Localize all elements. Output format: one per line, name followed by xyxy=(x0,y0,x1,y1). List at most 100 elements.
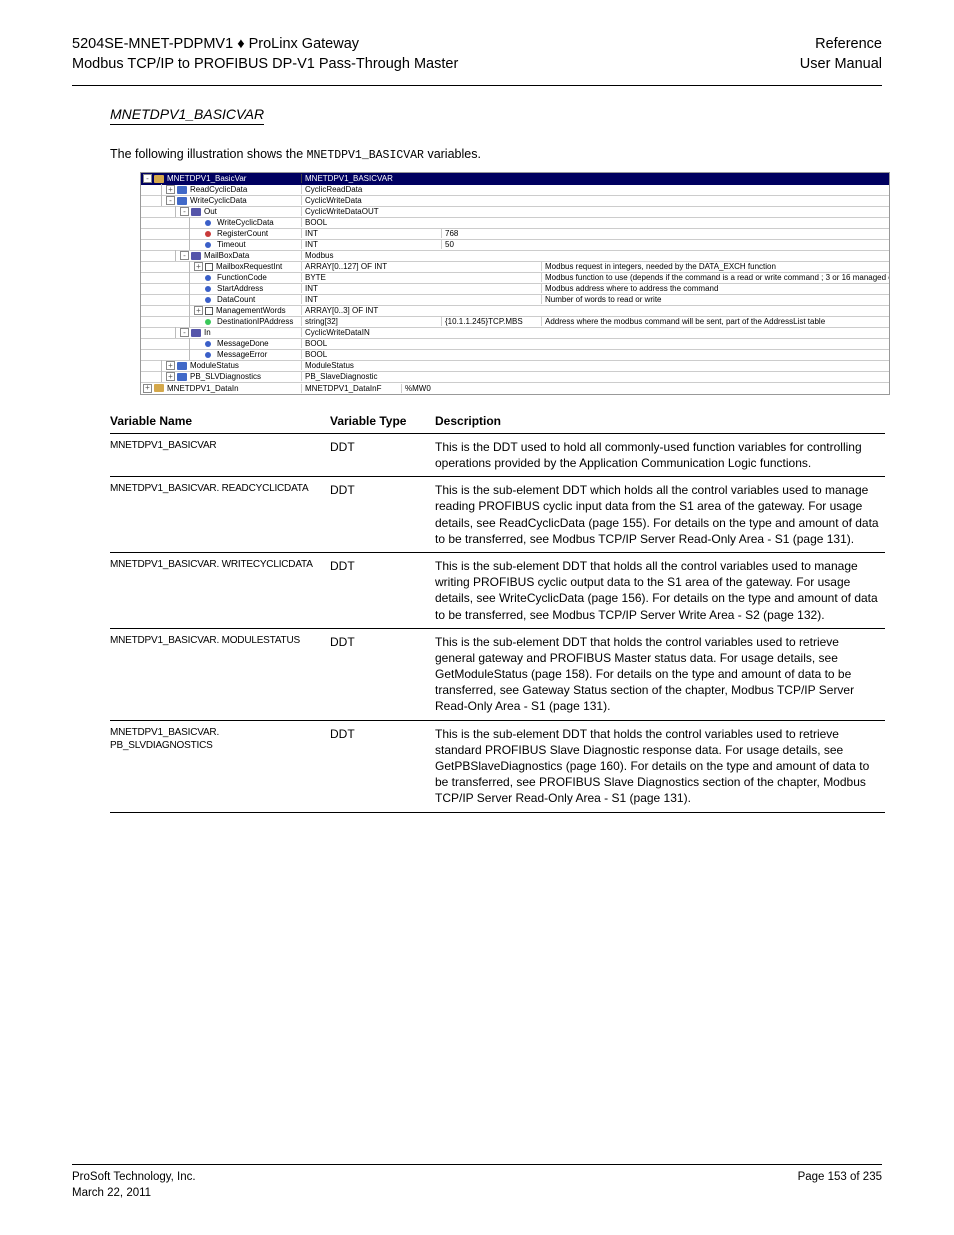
struct-icon xyxy=(191,208,201,216)
tree-row: +MNETDPV1_DataInMNETDPV1_DataInF%MW0 xyxy=(141,383,889,394)
cell-variable-type: DDT xyxy=(330,433,435,476)
cell-variable-name: MNETDPV1_BASICVAR xyxy=(110,433,330,476)
tree-row: +MailboxRequestIntARRAY[0..127] OF INTMo… xyxy=(141,262,889,273)
var-blue-icon xyxy=(205,275,211,281)
intro-prefix: The following illustration shows the xyxy=(110,147,307,161)
tree-node-label: DestinationIPAddress xyxy=(217,317,293,326)
expand-box-icon[interactable]: + xyxy=(166,361,175,370)
var-blue-icon xyxy=(205,220,211,226)
tree-node-label: MessageError xyxy=(217,350,267,359)
expand-box-icon[interactable]: - xyxy=(180,328,189,337)
tree-cell-type: CyclicWriteDataOUT xyxy=(301,207,401,216)
tree-cell-name: DataCount xyxy=(141,294,301,305)
tree-cell-name: Timeout xyxy=(141,239,301,250)
header-left-line2: Modbus TCP/IP to PROFIBUS DP-V1 Pass-Thr… xyxy=(72,54,458,74)
tree-cell-name: MessageDone xyxy=(141,338,301,349)
tree-cell-type: BOOL xyxy=(301,350,401,359)
variable-tree-screenshot: -MNETDPV1_BasicVarMNETDPV1_BASICVAR+Read… xyxy=(140,172,890,395)
tree-row: - MailBoxData Modbus xyxy=(141,251,889,262)
footer-left: ProSoft Technology, Inc. March 22, 2011 xyxy=(72,1169,196,1201)
folder-icon xyxy=(177,186,187,194)
var-blue-icon xyxy=(205,341,211,347)
tree-cell-name: + PB_SLVDiagnostics xyxy=(141,371,301,382)
tree-cell-type: ARRAY[0..127] OF INT xyxy=(301,262,401,271)
tree-node-label: MNETDPV1_BasicVar xyxy=(167,174,246,183)
cell-variable-name: MNETDPV1_BASICVAR. WRITECYCLICDATA xyxy=(110,552,330,628)
tree-cell-addr: %MW0 xyxy=(401,384,441,393)
tree-cell-name: + ModuleStatus xyxy=(141,360,301,371)
footer-page-number: Page 153 of 235 xyxy=(798,1169,882,1185)
expand-box-icon[interactable]: - xyxy=(180,251,189,260)
expand-box-icon[interactable]: + xyxy=(166,185,175,194)
tree-cell-type: ARRAY[0..3] OF INT xyxy=(301,306,401,315)
reference-table: Variable Name Variable Type Description … xyxy=(110,409,885,813)
tree-cell-desc: Address where the modbus command will be… xyxy=(541,317,889,326)
tree-header-row: -MNETDPV1_BasicVarMNETDPV1_BASICVAR xyxy=(141,173,889,185)
expand-box-icon[interactable]: + xyxy=(166,372,175,381)
intro-suffix: variables. xyxy=(427,147,481,161)
expand-box-icon[interactable]: - xyxy=(180,207,189,216)
tree-row: + ModuleStatus ModuleStatus xyxy=(141,361,889,372)
tree-cell-name: +ReadCyclicData xyxy=(141,184,301,195)
tree-node-label: ManagementWords xyxy=(216,306,286,315)
tree-row: RegisterCountINT768 xyxy=(141,229,889,240)
tree-cell-type: CyclicWriteDataIN xyxy=(301,328,401,337)
expand-box-icon[interactable]: - xyxy=(143,174,152,183)
array-icon xyxy=(205,263,213,271)
tree-node-label: DataCount xyxy=(217,295,255,304)
header-left: 5204SE-MNET-PDPMV1 ♦ ProLinx Gateway Mod… xyxy=(72,34,458,75)
tree-node-label: MessageDone xyxy=(217,339,269,348)
cell-variable-name: MNETDPV1_BASICVAR. READCYCLICDATA xyxy=(110,477,330,553)
page-header: 5204SE-MNET-PDPMV1 ♦ ProLinx Gateway Mod… xyxy=(0,0,954,81)
tree-cell-name: FunctionCode xyxy=(141,272,301,283)
tree-cell-value: {10.1.1.245}TCP.MBS xyxy=(441,317,541,326)
tree-row: -WriteCyclicDataCyclicWriteData xyxy=(141,196,889,207)
col-header-description: Description xyxy=(435,409,885,434)
tree-node-label: Out xyxy=(204,207,217,216)
tree-node-label: In xyxy=(204,328,211,337)
tree-cell-desc: Number of words to read or write xyxy=(541,295,889,304)
folder-icon xyxy=(177,373,187,381)
folder-icon xyxy=(177,197,187,205)
tree-cell-type: string[32] xyxy=(301,317,401,326)
tree-row: MessageError BOOL xyxy=(141,350,889,361)
tree-cell-type: INT xyxy=(301,240,401,249)
tree-node-label: PB_SLVDiagnostics xyxy=(190,372,261,381)
tree-cell-name: DestinationIPAddress xyxy=(141,316,301,327)
tree-cell-desc: Modbus address where to address the comm… xyxy=(541,284,889,293)
tree-row: +PB_SLVDiagnosticsPB_SlaveDiagnostic xyxy=(141,372,889,383)
tree-row: MessageDoneBOOL xyxy=(141,339,889,350)
var-blue-icon xyxy=(205,297,211,303)
header-right: Reference User Manual xyxy=(800,34,882,75)
tree-cell-type: Modbus xyxy=(301,251,401,260)
tree-node-label: WriteCyclicData xyxy=(217,218,274,227)
cell-variable-name: MNETDPV1_BASICVAR. PB_SLVDIAGNOSTICS xyxy=(110,720,330,812)
tree-cell-type: INT xyxy=(301,229,401,238)
page-footer: ProSoft Technology, Inc. March 22, 2011 … xyxy=(72,1164,882,1201)
tree-cell-desc: Modbus request in integers, needed by th… xyxy=(541,262,889,271)
tree-node-label: ModuleStatus xyxy=(190,361,239,370)
tree-row: + ManagementWords ARRAY[0..3] OF INT xyxy=(141,306,889,317)
tree-cell-name: - MNETDPV1_BasicVar xyxy=(141,174,301,183)
header-right-line1: Reference xyxy=(800,34,882,54)
var-blue-icon xyxy=(205,286,211,292)
tree-node-label: RegisterCount xyxy=(217,229,268,238)
table-row: MNETDPV1_BASICVARDDTThis is the DDT used… xyxy=(110,433,885,476)
tree-row: WriteCyclicDataBOOL xyxy=(141,218,889,229)
cell-description: This is the DDT used to hold all commonl… xyxy=(435,433,885,476)
expand-box-icon[interactable]: + xyxy=(194,306,203,315)
cell-variable-type: DDT xyxy=(330,628,435,720)
intro-code: MNETDPV1_BASICVAR xyxy=(307,149,424,162)
expand-box-icon[interactable]: + xyxy=(194,262,203,271)
cell-description: This is the sub-element DDT that holds t… xyxy=(435,720,885,812)
tree-cell-name: - MailBoxData xyxy=(141,250,301,261)
tree-cell-name: -WriteCyclicData xyxy=(141,195,301,206)
folder-icon xyxy=(154,175,164,183)
tree-node-label: StartAddress xyxy=(217,284,263,293)
tree-row: DestinationIPAddress string[32] {10.1.1.24… xyxy=(141,317,889,328)
expand-box-icon[interactable]: - xyxy=(166,196,175,205)
tree-cell-type: ModuleStatus xyxy=(301,361,401,370)
expand-box-icon[interactable]: + xyxy=(143,384,152,393)
tree-node-label: MailBoxData xyxy=(204,251,249,260)
tree-cell-name: - In xyxy=(141,327,301,338)
